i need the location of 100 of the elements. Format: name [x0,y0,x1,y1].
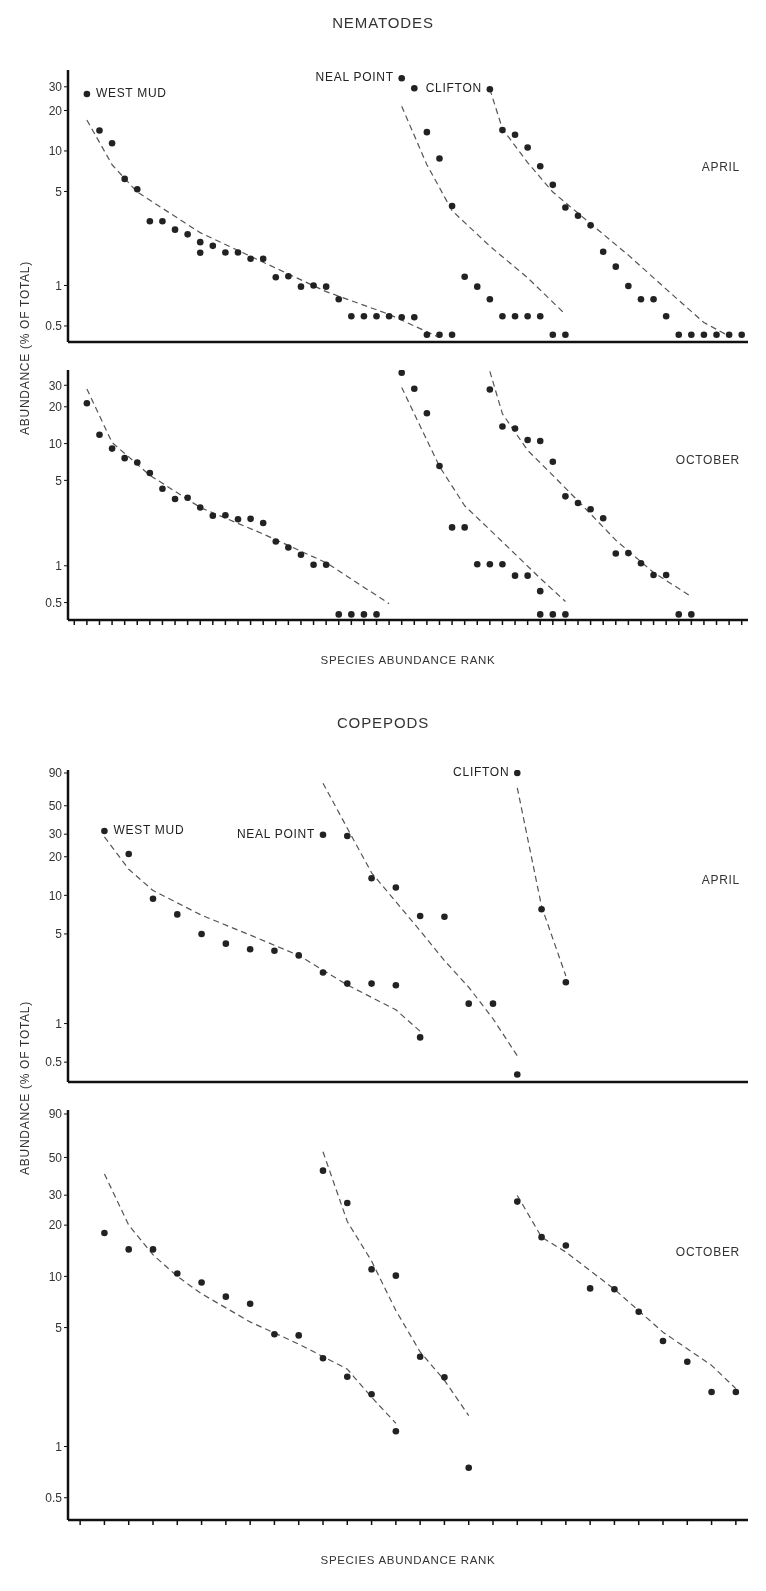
line-series [322,782,518,1057]
point [713,331,720,339]
y-tick-label: 20 [48,1218,63,1233]
point [574,212,582,220]
point [538,1233,545,1241]
point [343,1373,351,1381]
point [146,469,154,477]
point [184,231,191,238]
annotation: APRIL [701,872,740,887]
point [562,1242,570,1249]
point [637,295,645,303]
point [196,249,204,257]
y-tick-label: 30 [48,1188,63,1203]
point [612,263,620,270]
point [738,331,745,339]
annotation: OCTOBER [675,452,740,467]
y-tick-label: 30 [48,827,63,842]
point [536,162,544,170]
point [368,1390,375,1398]
point [675,331,683,339]
point [499,423,506,430]
point [272,274,280,281]
point [184,494,191,502]
point [536,587,544,595]
point [159,218,166,225]
series-label: WEST MUD [113,822,185,837]
point [319,1355,327,1362]
point [348,611,355,618]
point [96,127,103,134]
y-tick-label: 5 [55,927,63,942]
point [96,431,103,439]
line-series [103,1173,397,1424]
y-tick-label: 50 [48,1150,63,1165]
point [125,850,133,858]
series-label: WEST MUD [95,86,167,101]
point [198,1279,205,1286]
point [271,1330,278,1338]
point [599,248,607,256]
point [125,1246,133,1253]
x-axis-title: SPECIES ABUNDANCE RANK [319,654,497,666]
point [101,827,108,835]
y-tick-label: 0.5 [45,1055,63,1070]
point [625,549,632,557]
y-tick-label: 1 [55,1439,63,1454]
point [373,611,380,618]
point [416,1034,424,1041]
point [222,249,229,256]
y-tick-label: 20 [48,400,63,415]
point [411,84,418,92]
y-tick-label: 0.5 [45,319,63,334]
point [549,458,557,466]
point [285,273,292,280]
point [222,511,229,519]
y-tick-label: 10 [48,144,63,159]
point [360,611,368,618]
point [511,313,519,320]
point [473,560,481,568]
y-axis-title: ABUNDANCE (% OF TOTAL) [18,261,32,435]
line-series [322,1151,470,1417]
point [343,1199,351,1207]
point [461,524,468,531]
point [310,561,317,569]
point [448,524,456,531]
point [448,331,456,339]
point [611,1285,618,1293]
point [310,282,317,289]
y-tick-label: 20 [48,850,63,865]
point [461,273,468,281]
point [259,255,267,263]
point [121,175,128,183]
point [319,969,327,976]
point [343,832,351,840]
point [612,550,620,557]
point [335,611,343,618]
y-tick-label: 0.5 [45,1491,63,1506]
y-tick-label: 5 [55,184,63,199]
point [246,945,254,953]
point [436,331,443,339]
point [295,952,303,959]
y-axis-title: ABUNDANCE (% OF TOTAL) [18,1001,32,1175]
y-tick-label: 50 [48,799,63,813]
point [343,980,351,987]
point [368,1266,375,1273]
y-tick-label: 1 [55,278,63,293]
point [499,126,506,134]
y-tick-label: 90 [48,766,63,781]
point [159,485,166,493]
point [392,1427,400,1435]
point [489,1000,497,1007]
point [700,331,708,339]
y-tick-label: 20 [48,103,63,118]
point [448,202,456,210]
point [662,571,670,579]
point [121,454,128,462]
point [149,1246,157,1253]
point [511,131,519,139]
point [465,1464,473,1472]
point [513,770,521,777]
line-series [401,386,567,603]
point [635,1308,643,1315]
